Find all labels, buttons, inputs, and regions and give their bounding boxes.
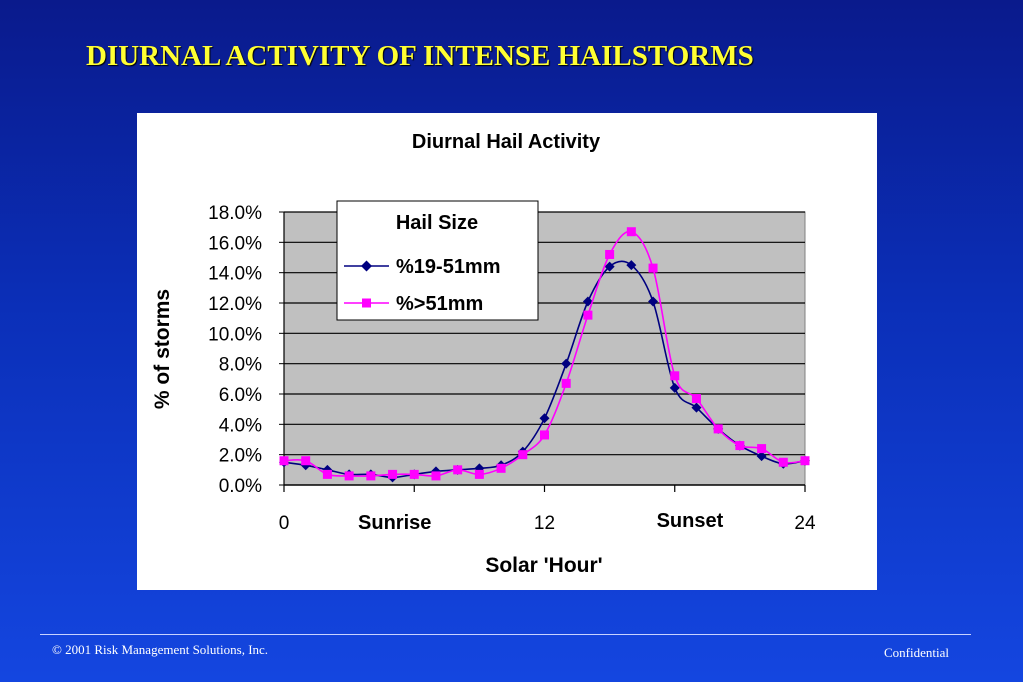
data-point-gt51mm xyxy=(344,471,354,481)
data-point-19-51mm xyxy=(582,296,593,307)
data-point-gt51mm xyxy=(301,456,311,466)
data-point-19-51mm xyxy=(756,451,767,462)
data-point-gt51mm xyxy=(648,263,658,273)
chart-panel: Diurnal Hail Activity 0.0% 2.0% 4.0% 6.0% 8.… xyxy=(137,113,877,590)
y-tick-label: 0.0% xyxy=(219,476,262,497)
y-tick-label: 8.0% xyxy=(219,355,262,376)
y-tick-label: 18.0% xyxy=(208,203,262,224)
x-axis-label: Solar 'Hour' xyxy=(485,554,602,577)
data-point-gt51mm xyxy=(279,456,289,466)
data-point-gt51mm xyxy=(778,457,788,467)
data-point-gt51mm xyxy=(474,469,484,479)
y-tick-label: 6.0% xyxy=(219,385,262,406)
chart-title: Diurnal Hail Activity xyxy=(412,131,601,153)
x-annotation-sunrise: Sunrise xyxy=(358,512,431,534)
copyright-text: © 2001 Risk Management Solutions, Inc. xyxy=(52,642,269,657)
footer-divider xyxy=(40,634,971,635)
data-point-gt51mm xyxy=(713,424,723,434)
x-tick-label: 24 xyxy=(794,513,816,534)
x-tick-label: 12 xyxy=(534,513,555,534)
data-point-gt51mm xyxy=(388,469,398,479)
data-point-gt51mm xyxy=(322,469,332,479)
data-point-19-51mm xyxy=(648,296,659,307)
data-point-19-51mm xyxy=(669,382,680,393)
y-tick-label: 14.0% xyxy=(208,264,262,285)
data-point-gt51mm xyxy=(583,310,593,320)
data-point-gt51mm xyxy=(366,471,376,481)
legend-label-19-51: %19-51mm xyxy=(396,256,501,278)
y-tick-label: 4.0% xyxy=(219,415,262,436)
data-point-19-51mm xyxy=(691,402,702,413)
data-point-gt51mm xyxy=(800,456,810,466)
diurnal-hail-chart: Diurnal Hail Activity 0.0% 2.0% 4.0% 6.0% 8.… xyxy=(151,131,816,577)
data-point-19-51mm xyxy=(604,261,615,272)
data-point-gt51mm xyxy=(735,441,745,451)
data-point-19-51mm xyxy=(626,260,637,271)
data-point-gt51mm xyxy=(561,378,571,388)
data-point-gt51mm xyxy=(518,450,528,460)
x-tick-label: 0 xyxy=(279,513,290,534)
series-layer xyxy=(279,227,810,483)
data-point-gt51mm xyxy=(757,444,767,454)
legend-label-gt51: %>51mm xyxy=(396,293,483,315)
x-annotation-sunset: Sunset xyxy=(657,510,724,532)
x-axis: 0 12 24 Sunrise Sunset xyxy=(279,484,816,534)
legend: Hail Size %19-51mm %>51mm xyxy=(336,200,539,321)
data-point-gt51mm xyxy=(496,463,506,473)
data-point-gt51mm xyxy=(626,227,636,237)
y-axis: 0.0% 2.0% 4.0% 6.0% 8.0% 10.0% 12.0% 14.0% 16.0%… xyxy=(208,203,285,497)
data-point-19-51mm xyxy=(561,358,572,369)
data-point-gt51mm xyxy=(453,465,463,475)
legend-marker-19-51 xyxy=(361,260,372,272)
legend-marker-gt51 xyxy=(362,298,371,308)
data-point-19-51mm xyxy=(539,413,550,424)
data-point-gt51mm xyxy=(691,394,701,404)
data-point-gt51mm xyxy=(670,371,680,381)
slide-title: DIURNAL ACTIVITY OF INTENSE HAILSTORMS xyxy=(86,40,754,72)
data-point-gt51mm xyxy=(409,469,419,479)
confidential-label: Confidential xyxy=(884,645,949,660)
y-axis-label: % of storms xyxy=(151,289,174,409)
y-tick-label: 2.0% xyxy=(219,446,262,467)
y-tick-label: 16.0% xyxy=(208,233,262,254)
legend-title: Hail Size xyxy=(396,212,478,234)
y-tick-label: 10.0% xyxy=(208,324,262,345)
y-tick-label: 12.0% xyxy=(208,294,262,315)
data-point-gt51mm xyxy=(605,249,615,259)
data-point-gt51mm xyxy=(431,471,441,481)
data-point-gt51mm xyxy=(540,430,549,440)
